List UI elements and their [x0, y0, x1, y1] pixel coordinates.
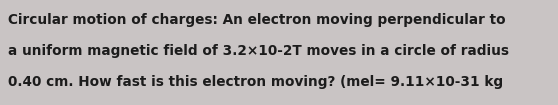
- Text: Circular motion of charges: An electron moving perpendicular to: Circular motion of charges: An electron …: [8, 13, 506, 27]
- Text: 0.40 cm. How fast is this electron moving? (mel= 9.11×10-31 kg: 0.40 cm. How fast is this electron movin…: [8, 75, 503, 89]
- Text: a uniform magnetic field of 3.2×10-2T moves in a circle of radius: a uniform magnetic field of 3.2×10-2T mo…: [8, 44, 509, 58]
